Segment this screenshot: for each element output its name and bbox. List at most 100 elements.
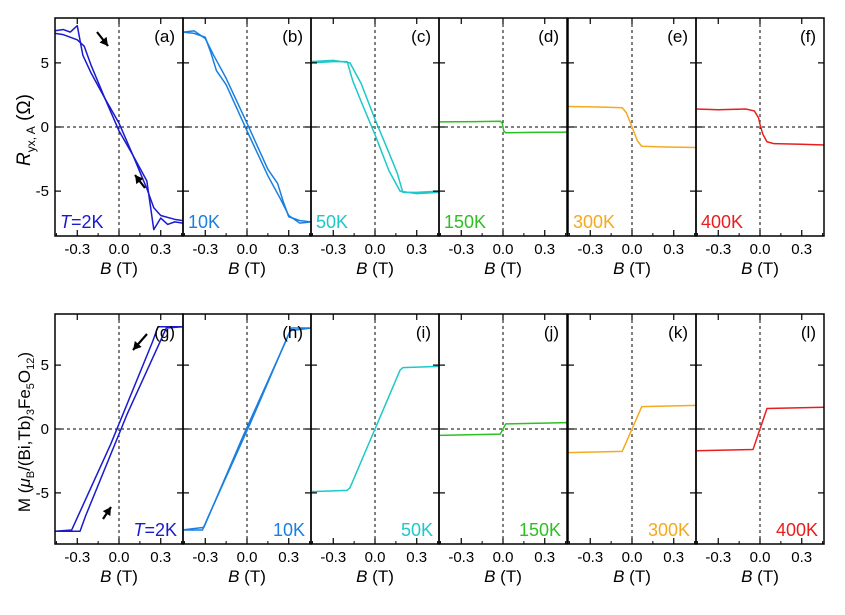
temperature-label: T=2K <box>60 212 104 232</box>
x-tick-label: -0.3 <box>705 241 731 258</box>
x-tick-label: 0.0 <box>109 241 130 258</box>
x-axis-label-var: B <box>484 259 495 278</box>
panel-label: (j) <box>544 323 559 342</box>
y-tick-label: -5 <box>36 485 49 502</box>
x-tick-label: -0.3 <box>320 241 346 258</box>
x-tick-label: 0.3 <box>791 241 812 258</box>
bottom-ylabel-lead: M ( <box>15 487 34 512</box>
panel-label: (a) <box>154 27 175 46</box>
panel-label: (g) <box>154 323 175 342</box>
sweep-up-arrow-head <box>135 175 144 185</box>
bottom-ylabel-mu-sub: B <box>25 471 37 478</box>
x-axis-label: B (T) <box>741 567 779 586</box>
temperature-label: 10K <box>188 212 220 232</box>
x-tick-label: 0.3 <box>534 549 555 566</box>
x-tick-label: 0.3 <box>406 241 427 258</box>
x-tick-label: 0.3 <box>150 549 171 566</box>
x-axis-label-var: B <box>613 567 624 586</box>
x-axis-label: B (T) <box>741 259 779 278</box>
x-axis-label: B (T) <box>100 567 138 586</box>
x-axis-label: B (T) <box>356 259 394 278</box>
panel-label: (f) <box>800 27 816 46</box>
panel-c: -0.3 0.0 0.3 B (T) (c) 50K <box>310 17 440 278</box>
x-axis-label-unit: (T) <box>752 567 778 586</box>
x-tick-label: 0.3 <box>406 549 427 566</box>
y-tick-label: 0 <box>41 421 49 438</box>
x-axis-label: B (T) <box>228 259 266 278</box>
x-tick-label: 0.0 <box>750 549 771 566</box>
x-axis-label-unit: (T) <box>624 259 650 278</box>
temperature-label: 150K <box>519 520 561 540</box>
bottom-ylabel-fe: Fe <box>15 389 34 409</box>
x-tick-label: 0.0 <box>237 549 258 566</box>
x-axis-label-unit: (T) <box>495 567 521 586</box>
series-line-2 <box>183 327 311 531</box>
panel-label: (i) <box>416 323 431 342</box>
x-axis-label-unit: (T) <box>239 567 265 586</box>
temperature-label: 400K <box>701 212 743 232</box>
temperature-label: 50K <box>401 520 433 540</box>
x-axis-label-var: B <box>741 259 752 278</box>
series-line-1 <box>439 120 567 134</box>
x-axis-label-var: B <box>356 259 367 278</box>
bottom-ylabel-sub1: 3 <box>25 409 37 415</box>
top-ylabel-unit: (Ω) <box>14 94 35 126</box>
x-tick-label: 0.0 <box>493 549 514 566</box>
x-tick-label: -0.3 <box>64 241 90 258</box>
x-axis-label-var: B <box>228 567 239 586</box>
temperature-label: 300K <box>573 212 615 232</box>
x-tick-label: -0.3 <box>64 549 90 566</box>
series-line-1 <box>55 326 183 532</box>
series-line-1 <box>568 105 696 149</box>
series-line-1 <box>696 406 824 452</box>
panel-b: -0.3 0.0 0.3 B (T) (b) 10K <box>182 17 312 278</box>
panel-label: (b) <box>282 27 303 46</box>
temperature-label: 300K <box>648 520 690 540</box>
y-tick-label: -5 <box>36 183 49 200</box>
panel-i: -0.3 0.0 0.3 B (T) (i) 50K <box>310 313 440 586</box>
panel-h: -0.3 0.0 0.3 B (T) (h) 10K <box>182 313 312 586</box>
panels: -0.3 0.0 0.3B (T)50-5(a)T=2K-0.3 0.0 0.3B (T… <box>36 17 825 586</box>
series-line-1 <box>568 404 696 454</box>
x-axis-label-var: B <box>741 567 752 586</box>
x-tick-label: -0.3 <box>705 549 731 566</box>
x-tick-label: 0.0 <box>622 241 643 258</box>
temperature-symbol: T <box>133 520 146 540</box>
panel-label: (d) <box>538 27 559 46</box>
bottom-ylabel-mu: μ <box>15 478 34 489</box>
x-axis-label-var: B <box>356 567 367 586</box>
panel-j: -0.3 0.0 0.3 B (T) (j) 150K <box>438 313 568 586</box>
panel-g: -0.3 0.0 0.3 B (T) 5 0 -5 (g) T=2K <box>36 313 184 586</box>
x-tick-label: 0.3 <box>278 241 299 258</box>
series-line-2 <box>55 32 183 231</box>
x-axis-label-var: B <box>100 259 111 278</box>
x-axis-label-unit: (T) <box>495 259 521 278</box>
x-tick-label: 0.0 <box>493 241 514 258</box>
series-line-1 <box>439 421 567 437</box>
x-axis-label-var: B <box>613 259 624 278</box>
x-axis-label: B (T) <box>613 567 651 586</box>
x-axis-label: B (T) <box>484 259 522 278</box>
x-tick-label: -0.3 <box>577 549 603 566</box>
x-tick-label: -0.3 <box>192 549 218 566</box>
x-tick-label: 0.0 <box>365 549 386 566</box>
x-tick-label: -0.3 <box>320 549 346 566</box>
bottom-ylabel: M (μB/(Bi,Tb)3Fe5O12) <box>15 352 37 512</box>
sweep-down-arrow-head <box>133 341 142 350</box>
x-tick-label: 0.3 <box>663 549 684 566</box>
x-axis-label-unit: (T) <box>239 259 265 278</box>
x-axis-label-unit: (T) <box>752 259 778 278</box>
x-tick-label: 0.0 <box>365 241 386 258</box>
temperature-value: =2K <box>71 212 104 232</box>
panel-label: (c) <box>411 27 431 46</box>
temperature-label: 10K <box>273 520 305 540</box>
series-line-1 <box>55 24 183 222</box>
panel-k: -0.3 0.0 0.3 B (T) (k) 300K <box>567 313 697 586</box>
temperature-label: T=2K <box>133 520 177 540</box>
x-tick-label: 0.0 <box>622 549 643 566</box>
temperature-label: 400K <box>776 520 818 540</box>
temperature-symbol: T <box>60 212 73 232</box>
bottom-ylabel-sub3: 12 <box>25 358 37 370</box>
x-axis-label-unit: (T) <box>111 259 137 278</box>
